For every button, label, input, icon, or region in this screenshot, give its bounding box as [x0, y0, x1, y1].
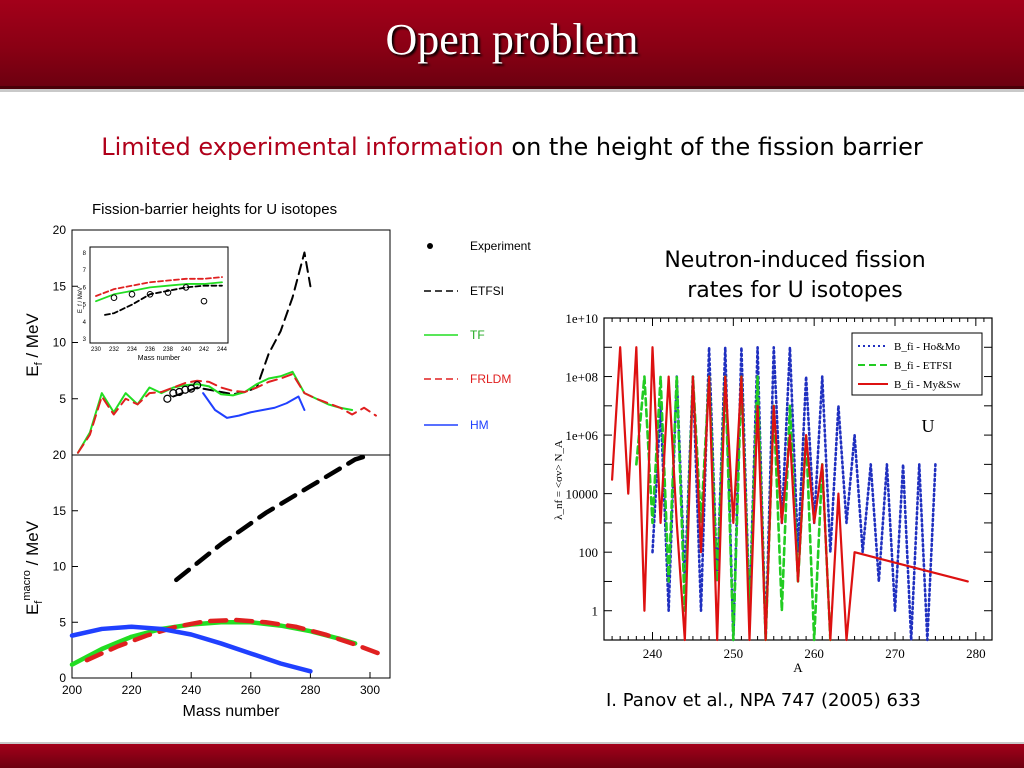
bottom-xtick-label: 240 [181, 683, 201, 697]
right-xtick-label: 240 [643, 646, 663, 661]
right-legend-label: B_fi - Ho&Mo [894, 341, 961, 353]
top-ytick-label: 5 [59, 392, 66, 406]
right-legend-label: B_fi - ETFSI [894, 360, 952, 372]
inset-ytick-label: 4 [83, 320, 87, 326]
subtitle-highlight: Limited experimental information [101, 133, 504, 161]
bottom-ytick-label: 5 [59, 615, 66, 629]
experiment-point [187, 384, 196, 393]
right-ytick-label: 1e+08 [565, 370, 598, 385]
inset-series-frldm [95, 276, 223, 297]
right-series-dotted [651, 345, 937, 642]
inset-series-tf [95, 281, 223, 303]
experiment-point [163, 394, 172, 403]
title-bar [0, 0, 1024, 92]
right-xtick-label: 280 [966, 646, 986, 661]
inset-ytick-label: 5 [83, 303, 87, 309]
experiment-point [181, 385, 190, 394]
inset-experiment-point [182, 284, 190, 291]
top-series-hm [202, 392, 306, 419]
right-legend-label: B_fi - My&Sw [894, 379, 961, 391]
inset-xtick-label: 242 [199, 347, 210, 353]
experiment-point [169, 389, 178, 398]
citation: I. Panov et al., NPA 747 (2005) 633 [606, 690, 921, 711]
top-ytick-label: 15 [53, 279, 67, 293]
experiment-point [193, 381, 202, 390]
inset-xtick-label: 236 [145, 347, 156, 353]
right-xtick-label: 270 [885, 646, 905, 661]
left-plot-frame [71, 229, 391, 679]
bottom-xlabel: Mass number [183, 703, 281, 720]
top-ytick-label: 20 [53, 223, 67, 237]
right-xlabel: A [793, 660, 803, 675]
bottom-ytick-label: 20 [53, 448, 67, 462]
top-series-frldm [76, 373, 377, 454]
bottom-xtick-label: 200 [62, 683, 82, 697]
inset-experiment-point [164, 289, 172, 296]
inset-ylabel: E_f / MeV [78, 287, 84, 313]
bottom-series-frldm [84, 617, 388, 663]
right-chart-title: Neutron-induced fission rates for U isot… [664, 248, 926, 302]
inset-ytick-label: 3 [83, 337, 87, 343]
top-ylabel: Ef / MeV [23, 313, 45, 377]
inset-xlabel: Mass number [138, 355, 181, 362]
legend-label-hm: HM [470, 418, 489, 432]
bottom-xtick-label: 260 [241, 683, 261, 697]
right-ylabel: λ_nf = <σv> N_A [553, 440, 565, 520]
right-xtick-label: 260 [804, 646, 824, 661]
right-ytick-label: 100 [579, 545, 599, 560]
inset-xtick-label: 238 [163, 347, 174, 353]
bottom-ytick-label: 15 [53, 504, 67, 518]
legend-label-etfsi: ETFSI [470, 284, 504, 298]
inset-ytick-label: 7 [83, 268, 87, 274]
legend-experiment-marker [427, 243, 433, 249]
legend-label-tf: TF [470, 328, 485, 342]
bottom-xtick-label: 280 [300, 683, 320, 697]
bottom-series-hm [69, 624, 313, 674]
legend-label-experiment: Experiment [470, 239, 531, 253]
inset-experiment-point [128, 290, 136, 298]
inset-xtick-label: 240 [181, 347, 192, 353]
inset-series-etfsi [104, 284, 223, 316]
bottom-series-etfsi [174, 452, 373, 583]
inset-ytick-label: 6 [83, 285, 87, 291]
legend-label-frldm: FRLDM [470, 372, 511, 386]
right-xtick-label: 250 [724, 646, 744, 661]
right-series-solid [610, 346, 969, 642]
top-ytick-label: 10 [53, 336, 67, 350]
subtitle-rest: on the height of the fission barrier [503, 133, 923, 161]
bottom-xtick-label: 300 [360, 683, 380, 697]
right-ytick-label: 10000 [566, 487, 599, 502]
right-ytick-label: 1e+06 [565, 428, 598, 443]
inset-experiment-point [200, 297, 208, 305]
bottom-ytick-label: 10 [53, 560, 67, 574]
bottom-ytick-label: 0 [59, 671, 66, 685]
slide-subtitle: Limited experimental information on the … [0, 133, 1024, 161]
right-ytick-label: 1e+10 [565, 311, 598, 326]
top-chart-title: Fission-barrier heights for U isotopes [92, 201, 337, 218]
inset-xtick-label: 234 [127, 347, 138, 353]
slide-title: Open problem [385, 15, 639, 64]
bottom-ylabel: Efmacro / MeV [21, 520, 45, 615]
inset-experiment-point [110, 294, 118, 302]
inset-ytick-label: 8 [83, 251, 87, 257]
footer-bar [0, 742, 1024, 768]
right-annotation-u: U [922, 416, 935, 436]
bottom-xtick-label: 220 [122, 683, 142, 697]
right-ytick-label: 1 [592, 604, 599, 619]
inset-xtick-label: 230 [91, 347, 102, 353]
inset-xtick-label: 232 [109, 347, 120, 353]
inset-xtick-label: 244 [217, 347, 228, 353]
inset-experiment-point [146, 290, 154, 298]
